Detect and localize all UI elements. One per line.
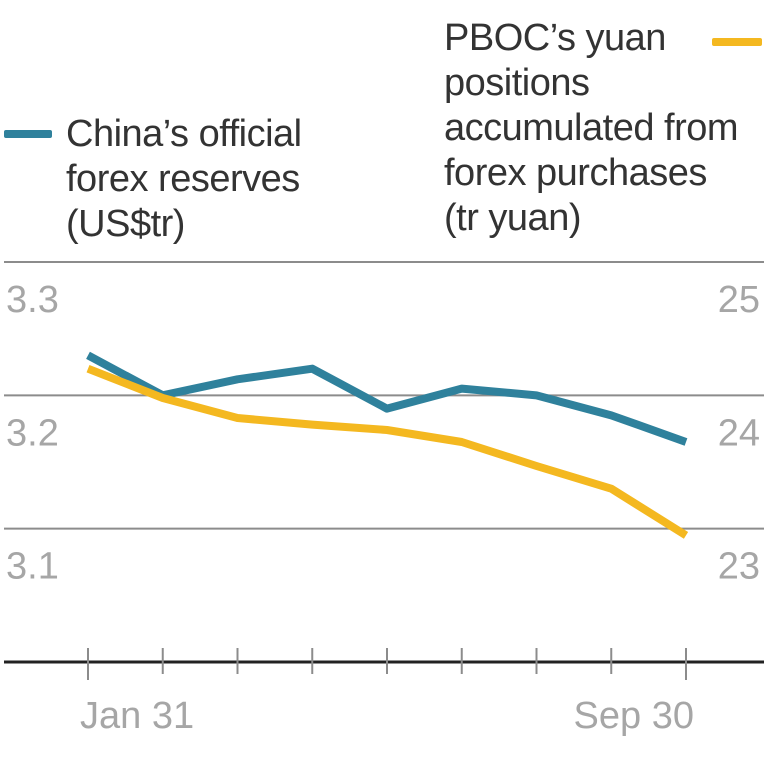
legend-swatch-yuan [712,38,762,46]
y-right-tick-label: 23 [718,546,760,588]
legend-reserves-line-3: (US$tr) [66,203,185,245]
y-right-tick-label: 25 [718,279,760,321]
x-tick-label: Sep 30 [574,695,694,737]
legend-yuan-line-2: positions [444,62,590,104]
legend-yuan: PBOC’s yuan positions accumulated from f… [444,16,764,241]
series-line-reserves [86,351,688,446]
legend-reserves: China’s official forex reserves (US$tr) [66,112,366,247]
y-left-tick-label: 3.1 [6,546,59,588]
legend-yuan-line-1: PBOC’s yuan [444,17,666,59]
legend-yuan-line-5: (tr yuan) [444,197,581,239]
y-left-tick-label: 3.2 [6,412,59,454]
x-tick-label: Jan 31 [80,695,194,737]
y-right-tick-label: 24 [718,412,760,454]
legend-swatch-reserves [4,130,52,138]
legend-reserves-line-2: forex reserves [66,158,300,200]
legend-reserves-line-1: China’s official [66,113,302,155]
legend-yuan-line-3: accumulated from [444,107,739,149]
y-left-tick-label: 3.3 [6,279,59,321]
legend-yuan-line-4: forex purchases [444,152,707,194]
series-line-yuan [86,364,689,539]
